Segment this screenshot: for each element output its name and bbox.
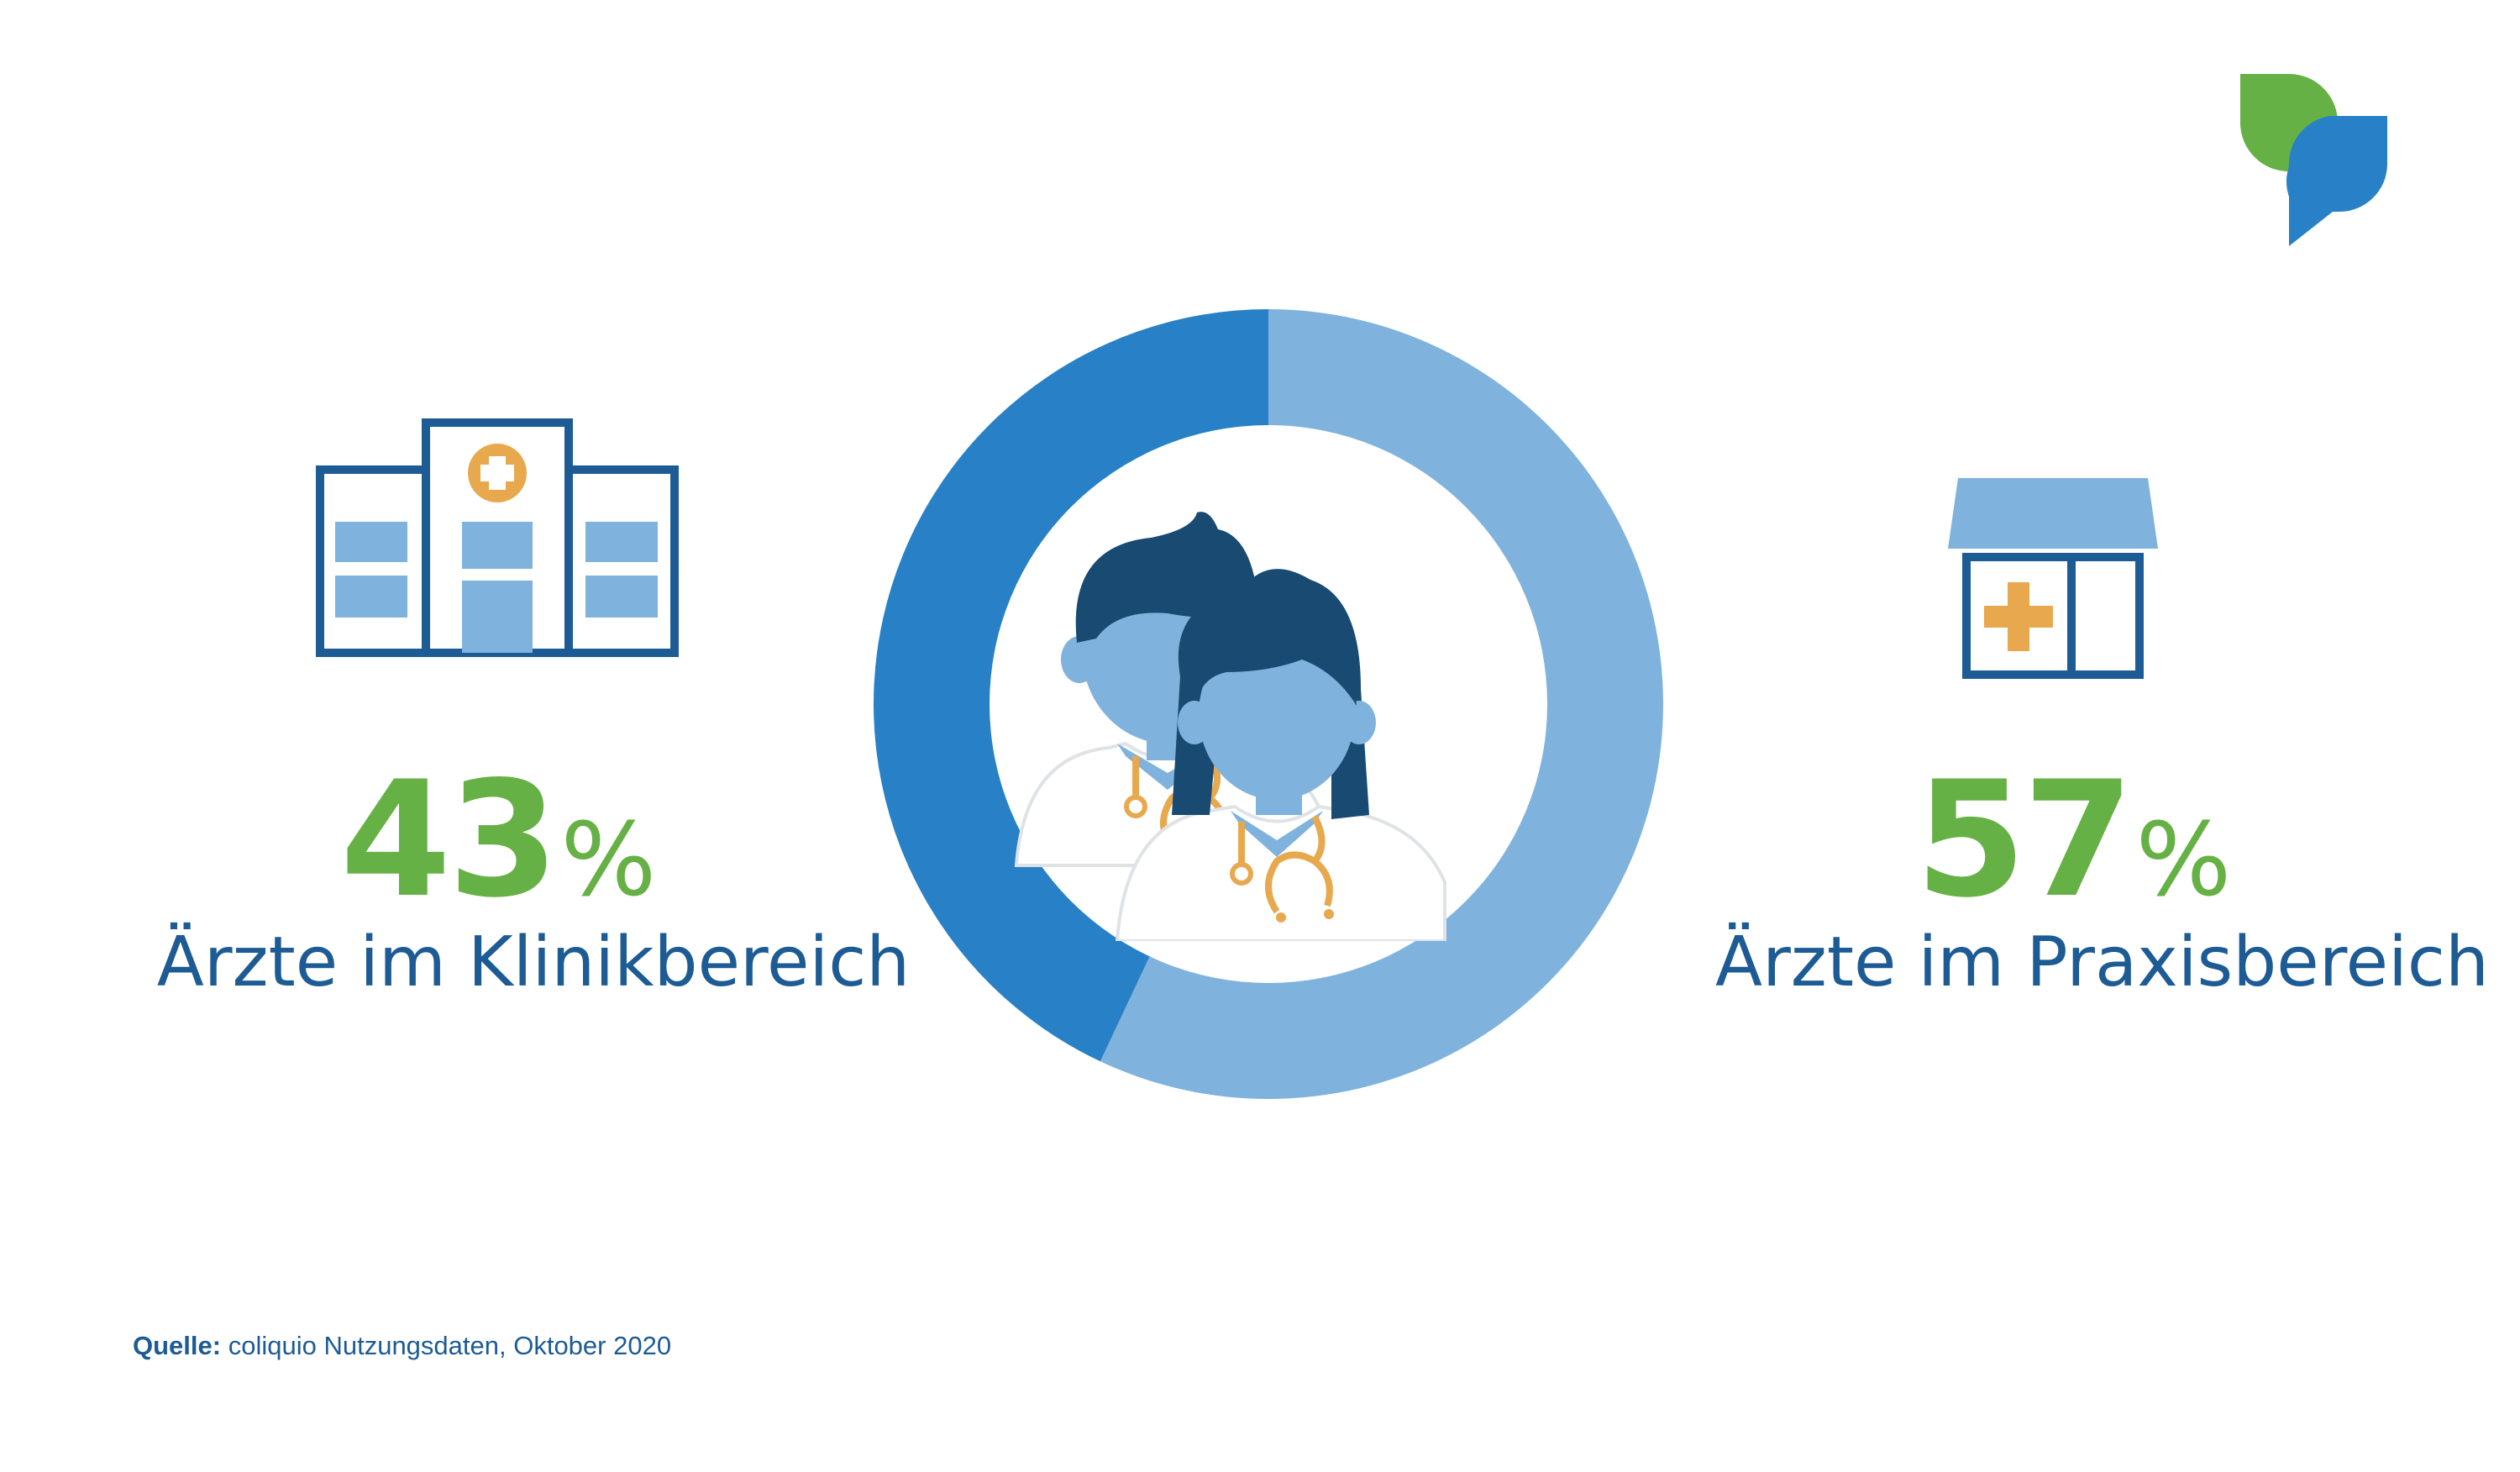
category-label-praxis: Ärzte im Praxisbereich [1715,923,2489,1002]
female-doctor-icon [1115,569,1446,941]
percent-sign-klinik: % [560,802,657,919]
percent-sign-praxis: % [2135,802,2232,919]
value-number-klinik: 43 [340,747,559,933]
value-label-praxis: 57% [1915,760,2231,920]
source-note: Quelle: coliquio Nutzungsdaten, Oktober … [133,1331,671,1361]
value-label-klinik: 43% [340,760,656,920]
source-text: coliquio Nutzungsdaten, Oktober 2020 [228,1331,672,1360]
doctors-icon [1014,512,1446,941]
medical-practice-icon [1948,478,2158,679]
coliquio-logo-icon [2240,74,2387,246]
source-label: Quelle: [133,1331,222,1360]
hospital-icon [316,418,679,657]
category-label-klinik: Ärzte im Klinikbereich [156,923,911,1002]
value-number-praxis: 57 [1915,747,2134,933]
